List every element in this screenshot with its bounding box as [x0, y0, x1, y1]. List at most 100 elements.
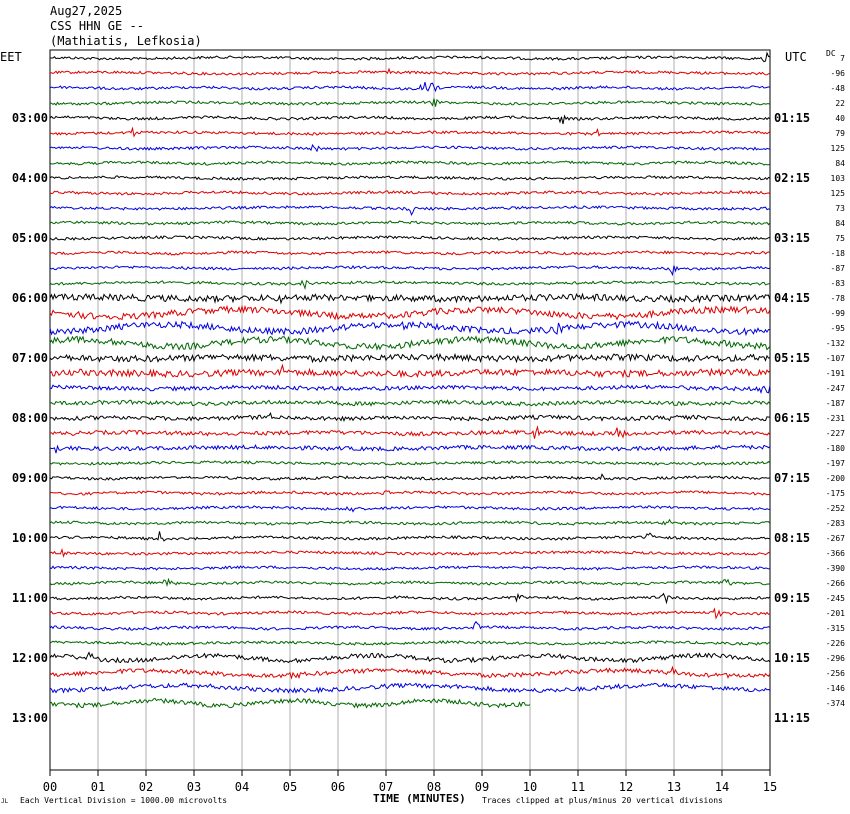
x-tick-label: 12	[619, 780, 633, 794]
seismic-trace	[49, 126, 771, 138]
seismic-trace	[49, 98, 771, 107]
seismic-trace	[49, 607, 771, 620]
right-hour-label: 08:15	[774, 531, 810, 545]
dc-offset-label: 125	[831, 144, 846, 153]
dc-offset-label: 73	[835, 204, 845, 213]
right-hour-label: 11:15	[774, 711, 810, 725]
dc-offset-label: -83	[831, 279, 846, 288]
x-tick-label: 01	[91, 780, 105, 794]
right-hour-label: 05:15	[774, 351, 810, 365]
right-hour-label: 06:15	[774, 411, 810, 425]
right-hour-labels: 01:15 02:15 03:15 04:15 05:15 06:15 07:15 08:15…	[774, 111, 810, 725]
dc-offset-labels: 7 -96 -48 22 40 79 125 84 103 125 73 84 75 -18 -87 -83 -…	[826, 54, 845, 708]
seismic-trace	[49, 265, 771, 277]
x-tick-label: 14	[715, 780, 729, 794]
seismic-trace	[49, 175, 771, 181]
location-label: (Mathiatis, Lefkosia)	[50, 34, 202, 48]
scale-note: Each Vertical Division = 1000.00 microvo…	[20, 796, 228, 805]
dc-offset-label: -252	[826, 504, 845, 513]
left-hour-label: 03:00	[12, 111, 48, 125]
dc-offset-label: -283	[826, 519, 845, 528]
dc-offset-label: -48	[831, 84, 846, 93]
dc-offset-label: 125	[831, 189, 846, 198]
x-tick-label: 00	[43, 780, 57, 794]
dc-offset-label: -197	[826, 459, 845, 468]
seismic-trace	[49, 292, 771, 305]
dc-offset-label: 84	[835, 159, 845, 168]
dc-offset-label: -175	[826, 489, 845, 498]
seismic-trace	[49, 279, 771, 291]
dc-offset-label: 22	[835, 99, 845, 108]
x-tick-label: 06	[331, 780, 345, 794]
seismic-trace	[49, 651, 771, 664]
dc-offset-label: -231	[826, 414, 845, 423]
dc-offset-label: 84	[835, 219, 845, 228]
right-hour-label: 01:15	[774, 111, 810, 125]
left-hour-label: 09:00	[12, 471, 48, 485]
x-tick-label: 11	[571, 780, 585, 794]
seismic-trace	[49, 399, 771, 407]
seismic-trace	[49, 143, 771, 153]
dc-header-label: DC	[826, 49, 836, 58]
left-hour-label: 13:00	[12, 711, 48, 725]
dc-offset-label: -99	[831, 309, 846, 318]
x-tick-label: 02	[139, 780, 153, 794]
seismic-trace	[49, 473, 771, 481]
dc-offset-label: -226	[826, 639, 845, 648]
seismic-trace	[49, 577, 771, 587]
seismic-trace	[49, 220, 771, 226]
x-tick-label: 13	[667, 780, 681, 794]
seismic-trace	[49, 384, 771, 395]
seismic-trace	[49, 67, 771, 76]
left-hour-label: 12:00	[12, 651, 48, 665]
seismic-trace	[49, 640, 771, 646]
dc-offset-label: 40	[835, 114, 845, 123]
x-tick-label: 08	[427, 780, 441, 794]
dc-offset-label: 7	[840, 54, 845, 63]
seismic-trace	[49, 697, 531, 709]
seismic-trace	[49, 205, 771, 217]
dc-offset-label: -266	[826, 579, 845, 588]
seismic-trace	[49, 505, 770, 513]
seismic-trace	[49, 425, 771, 439]
x-tick-label: 03	[187, 780, 201, 794]
x-axis-ticks: 00 01 02 03 04 05 06 07 08 09 10 11 12 13 14 15	[43, 770, 777, 794]
seismic-trace	[49, 547, 771, 558]
dc-offset-label: -245	[826, 594, 845, 603]
x-tick-label: 09	[475, 780, 489, 794]
left-hour-label: 06:00	[12, 291, 48, 305]
left-timezone-label: EET	[0, 50, 22, 64]
x-tick-label: 04	[235, 780, 249, 794]
dc-offset-label: -87	[831, 264, 846, 273]
dc-offset-label: -96	[831, 69, 846, 78]
seismic-trace	[49, 190, 771, 196]
seismic-trace	[49, 531, 771, 542]
dc-offset-label: -78	[831, 294, 846, 303]
left-hour-label: 11:00	[12, 591, 48, 605]
dc-offset-label: -201	[826, 609, 845, 618]
right-hour-label: 09:15	[774, 591, 810, 605]
seismic-trace	[49, 592, 771, 605]
seismic-trace	[49, 411, 771, 423]
seismic-trace	[49, 518, 771, 526]
minute-gridlines	[97, 50, 723, 770]
corner-mark: JL	[1, 798, 9, 805]
dc-offset-label: -315	[826, 624, 845, 633]
clip-note: Traces clipped at plus/minus 20 vertical…	[482, 796, 723, 805]
dc-offset-label: -267	[826, 534, 845, 543]
left-hour-labels: 03:00 04:00 05:00 06:00 07:00 08:00 09:00 10:00…	[12, 111, 48, 725]
left-hour-label: 07:00	[12, 351, 48, 365]
seismic-trace	[49, 335, 771, 351]
seismic-trace	[49, 235, 771, 241]
dc-offset-label: -296	[826, 654, 845, 663]
trace-group	[49, 51, 771, 709]
x-tick-label: 10	[523, 780, 537, 794]
dc-offset-label: -95	[831, 324, 846, 333]
x-tick-label: 15	[763, 780, 777, 794]
seismic-trace	[49, 444, 771, 454]
dc-offset-label: -247	[826, 384, 845, 393]
right-timezone-label: UTC	[785, 50, 807, 64]
dc-offset-label: -366	[826, 549, 845, 558]
seismic-trace	[49, 81, 771, 93]
